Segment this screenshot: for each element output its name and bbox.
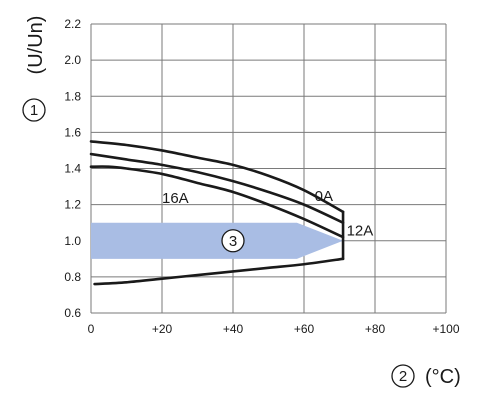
x-axis-marker-circle (391, 364, 415, 388)
y-axis-unit: (U/Un) (25, 16, 47, 75)
curve-label-16a: 16A (162, 190, 189, 207)
y-tick-label-7: 2.0 (64, 53, 81, 67)
y-tick-label-6: 1.8 (64, 89, 81, 103)
x-tick-label-3: +60 (294, 322, 315, 336)
band-marker-circle (221, 229, 245, 253)
y-tick-label-4: 1.4 (64, 162, 81, 176)
x-tick-label-0: 0 (88, 322, 95, 336)
series-line-16a (89, 165, 345, 239)
axis-titles: 1 (U/Un) 2 (°C) (22, 16, 461, 388)
band-marker-number: 3 (229, 233, 237, 250)
curve-label-12a: 12A (347, 222, 374, 239)
tick-labels: 0 +20 +40 +60 +80 +100 0.6 0.8 1.0 1.2 1.4 1.6 1.8 2.… (64, 17, 460, 336)
x-axis-marker-number: 2 (399, 368, 407, 385)
y-axis-marker-number: 1 (30, 102, 38, 119)
curve-label-0a: 0A (315, 188, 333, 205)
y-tick-label-8: 2.2 (64, 17, 81, 31)
series-layer (89, 140, 345, 286)
grid (90, 23, 447, 314)
y-axis-marker-circle (22, 98, 46, 122)
x-tick-label-4: +80 (365, 322, 386, 336)
y-tick-label-3: 1.2 (64, 198, 81, 212)
y-tick-label-0: 0.6 (64, 306, 81, 320)
series-line-12a (89, 152, 345, 224)
operating-band-layer (91, 222, 344, 259)
y-tick-label-1: 0.8 (64, 270, 81, 284)
series-line-lower-limit (93, 257, 345, 286)
x-tick-label-1: +20 (152, 322, 173, 336)
y-tick-label-5: 1.6 (64, 125, 81, 139)
x-axis-unit: (°C) (425, 366, 461, 388)
operating-band (91, 222, 344, 259)
curve-labels: 0A 12A 16A 3 (162, 188, 374, 253)
x-tick-label-5: +100 (432, 322, 459, 336)
y-tick-label-2: 1.0 (64, 234, 81, 248)
series-line-0a (89, 140, 345, 214)
x-tick-label-2: +40 (223, 322, 244, 336)
